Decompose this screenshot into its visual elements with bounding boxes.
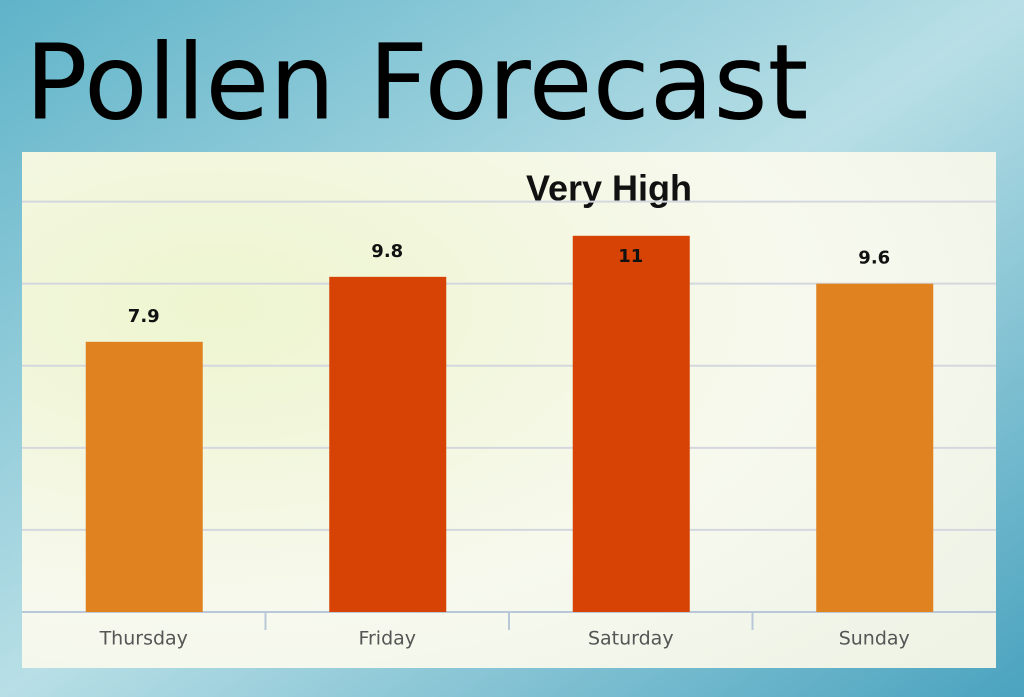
x-tick-label: Friday <box>358 628 416 650</box>
x-tick-label: Thursday <box>99 628 188 650</box>
value-label: 9.8 <box>371 241 403 262</box>
bar <box>85 341 203 612</box>
x-tick-label: Saturday <box>588 628 674 650</box>
value-label: 7.9 <box>128 306 160 327</box>
chart-title: Pollen Forecast <box>25 21 808 143</box>
bar <box>572 235 690 613</box>
bar <box>816 283 934 612</box>
bar <box>329 276 447 612</box>
value-label: 9.6 <box>858 248 890 269</box>
x-tick-label: Sunday <box>839 628 910 650</box>
value-label: 11 <box>618 246 643 267</box>
